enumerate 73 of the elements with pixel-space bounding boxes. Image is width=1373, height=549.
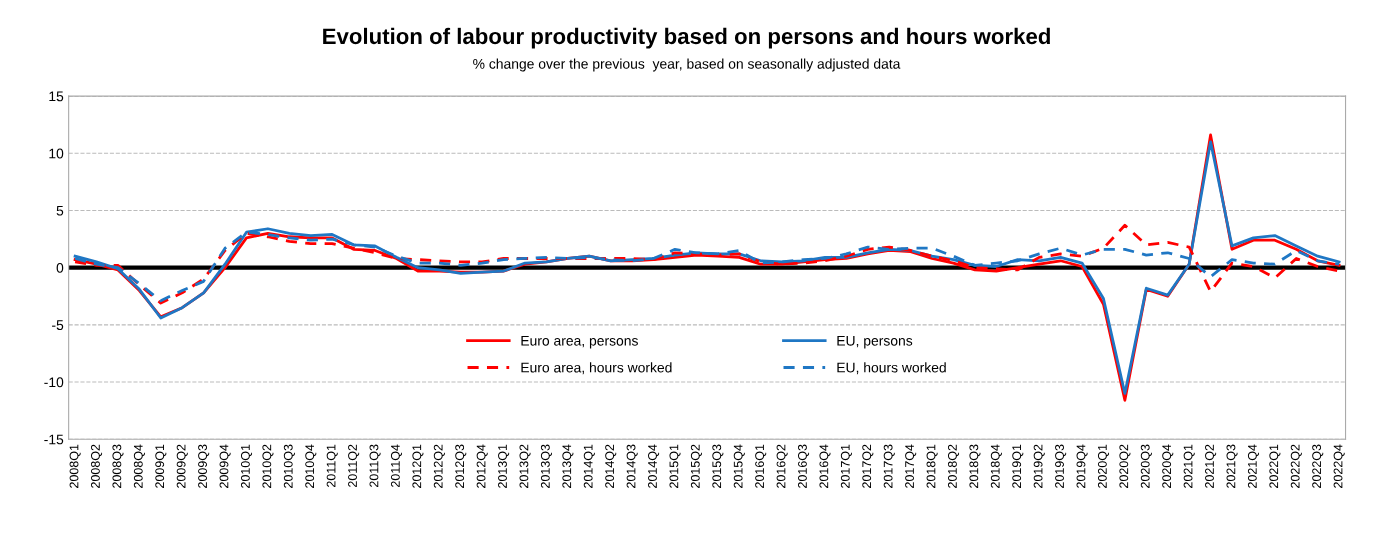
x-tick-label: 2012Q1	[412, 444, 424, 488]
x-tick-label: 2010Q2	[262, 444, 274, 488]
x-tick-label: 2021Q1	[1183, 444, 1195, 488]
x-tick-label: 2008Q1	[69, 444, 81, 488]
x-tick-label: 2021Q3	[1226, 444, 1238, 488]
x-tick-label: 2021Q4	[1247, 444, 1260, 488]
chart-title: Evolution of labour productivity based on persons and hours worked	[323, 27, 1050, 49]
x-tick-label: 2008Q3	[112, 444, 124, 488]
x-tick-label: 2020Q1	[1097, 444, 1110, 488]
x-tick-label: 2014Q4	[648, 444, 660, 488]
x-tick-label: 2008Q4	[133, 444, 145, 488]
x-tick-label: 2022Q2	[1290, 444, 1302, 488]
x-tick-label: 2013Q3	[540, 444, 553, 488]
x-tick-label: 2010Q1	[240, 444, 253, 488]
x-tick-label: 2018Q1	[926, 444, 938, 488]
x-tick-label: 2020Q3	[1140, 444, 1152, 488]
y-tick-label: -15	[44, 434, 64, 445]
x-tick-label: 2016Q3	[798, 444, 810, 488]
x-tick-label: 2019Q2	[1033, 444, 1045, 488]
x-tick-label: 2009Q3	[198, 444, 210, 488]
x-tick-label: 2015Q3	[712, 444, 724, 488]
x-tick-label: 2017Q4	[905, 444, 917, 488]
x-tick-label: 2016Q4	[819, 444, 831, 488]
x-tick-label: 2011Q1	[326, 444, 338, 487]
x-tick-label: 2020Q4	[1162, 444, 1174, 488]
x-tick-label: 2010Q4	[305, 444, 317, 488]
x-tick-label: 2009Q1	[155, 444, 167, 488]
x-tick-label: 2012Q3	[455, 444, 467, 488]
x-tick-label: 2014Q2	[605, 444, 617, 488]
y-tick-label: 0	[56, 262, 64, 273]
x-tick-label: 2009Q4	[219, 444, 231, 488]
x-tick-label: 2017Q3	[883, 444, 895, 488]
x-tick-label: 2019Q1	[1012, 444, 1024, 488]
x-tick-label: 2013Q4	[562, 444, 574, 488]
x-tick-label: 2014Q1	[583, 444, 595, 488]
x-tick-label: 2011Q4	[390, 444, 403, 487]
y-tick-label: 5	[56, 205, 64, 216]
legend-label: EU, hours worked	[837, 362, 946, 375]
x-tick-label: 2022Q4	[1333, 444, 1345, 488]
x-tick-label: 2018Q3	[969, 444, 981, 488]
x-tick-label: 2012Q2	[433, 444, 445, 488]
x-tick-label: 2016Q2	[776, 444, 788, 488]
x-tick-label: 2009Q2	[176, 444, 188, 488]
x-tick-label: 2017Q2	[862, 444, 874, 488]
x-tick-label: 2019Q4	[1076, 444, 1088, 488]
legend-label: Euro area, persons	[521, 335, 638, 349]
x-tick-label: 2015Q2	[690, 444, 702, 488]
x-tick-label: 2008Q2	[91, 444, 103, 488]
x-tick-label: 2010Q3	[283, 444, 295, 488]
x-tick-label: 2022Q3	[1312, 444, 1324, 488]
y-tick-label: -10	[44, 377, 64, 388]
x-tick-label: 2015Q4	[733, 444, 745, 488]
x-tick-label: 2012Q4	[476, 444, 488, 488]
x-tick-label: 2014Q3	[626, 444, 638, 488]
chart-subtitle: % change over the previous year, based on seasonally adjusted data	[473, 58, 901, 72]
y-tick-label: 15	[49, 91, 64, 102]
x-tick-label: 2011Q2	[348, 444, 360, 487]
x-tick-label: 2016Q1	[755, 444, 767, 488]
y-tick-label: -5	[52, 320, 64, 330]
x-tick-label: 2017Q1	[840, 444, 852, 488]
x-tick-label: 2013Q2	[519, 444, 531, 488]
x-tick-label: 2022Q1	[1269, 444, 1281, 488]
x-tick-label: 2021Q2	[1205, 444, 1217, 488]
x-tick-label: 2020Q2	[1119, 444, 1131, 488]
x-tick-label: 2013Q1	[498, 444, 510, 488]
x-tick-label: 2019Q3	[1055, 444, 1067, 488]
x-tick-label: 2011Q3	[369, 444, 381, 487]
x-tick-label: 2018Q4	[990, 444, 1002, 488]
y-tick-label: 10	[49, 148, 64, 159]
x-tick-label: 2018Q2	[947, 444, 960, 488]
x-tick-label: 2015Q1	[669, 444, 681, 488]
legend-label: Euro area, hours worked	[521, 362, 672, 375]
legend-label: EU, persons	[837, 335, 913, 349]
